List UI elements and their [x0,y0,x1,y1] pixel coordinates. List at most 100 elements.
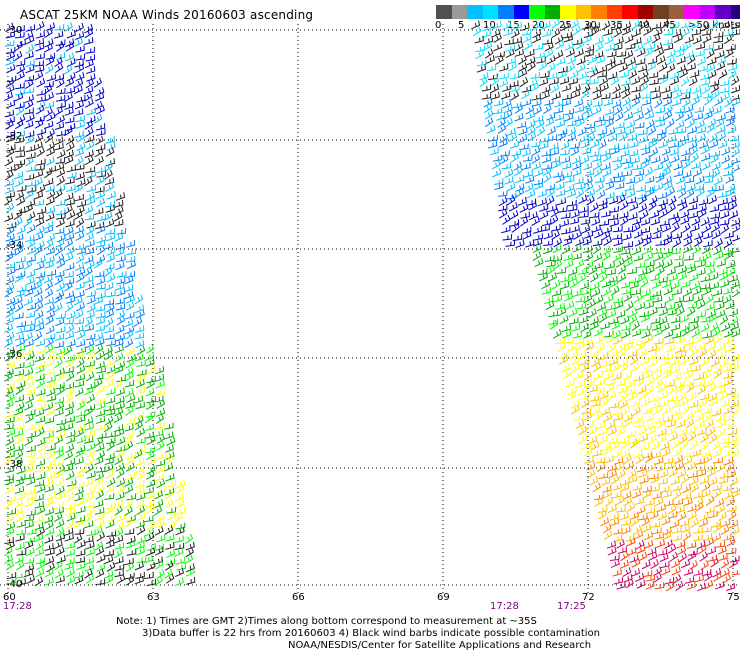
wind-barb [631,76,641,86]
wind-barb [548,310,558,318]
wind-barb [690,69,700,78]
wind-barb [25,35,35,45]
wind-barb [5,514,15,524]
wind-barb [156,440,165,451]
wind-barb [96,197,106,208]
wind-barb [44,38,54,48]
wind-barb [166,436,176,446]
wind-barb [502,20,512,31]
wind-barb [560,21,570,32]
wind-barb [705,495,715,506]
wind-barb [572,289,582,297]
wind-barb [698,347,708,358]
wind-barb [698,397,708,408]
wind-barb [26,211,36,221]
wind-barb [708,477,718,487]
wind-barb [166,548,176,558]
wind-barb [502,214,511,225]
wind-barb [75,155,84,167]
wind-barb [44,367,55,376]
wind-barb [95,283,106,290]
wind-barb [609,401,620,409]
wind-barb [26,198,36,208]
wind-barb [721,146,731,156]
wind-barb [707,554,717,562]
wind-barb [94,373,104,381]
wind-barb [536,125,546,137]
wind-barb [66,164,76,173]
wind-barb [511,149,521,157]
wind-barb [115,282,125,291]
wind-barb [712,408,722,417]
wind-barb [699,433,709,444]
wind-barb [509,140,520,149]
wind-barb [640,209,649,220]
wind-barb [46,302,56,313]
wind-barb [185,577,196,585]
wind-barb [583,293,593,304]
wind-barb [726,496,736,507]
wind-barb [96,531,106,542]
wind-barb [492,107,503,115]
wind-barb [696,299,706,310]
wind-barb [722,573,732,584]
wind-barb [659,469,669,478]
wind-barb [589,150,600,158]
wind-barb [670,399,680,409]
wind-barb [115,387,125,397]
wind-barb [538,77,549,87]
wind-barb [639,443,650,451]
wind-barb [125,575,135,586]
wind-barb [644,47,653,57]
wind-barb [626,196,636,204]
wind-barb [704,579,714,590]
wind-barb [724,250,733,261]
wind-barb [541,287,551,295]
wind-barb [55,449,65,460]
wind-barb [544,255,555,262]
wind-barb [567,55,577,65]
wind-barb [5,51,15,61]
wind-barb [174,547,184,557]
wind-barb [25,113,35,123]
wind-barb [645,259,655,268]
wind-barb [581,407,592,414]
wind-barb [512,36,522,45]
wind-barb [35,373,45,382]
wind-barb [84,255,94,264]
wind-barb [666,49,676,59]
wind-barb [125,346,135,356]
wind-barb [624,111,634,121]
wind-barb [93,77,103,88]
wind-barb [66,479,77,487]
wind-barb [553,237,563,248]
wind-barb [714,251,724,260]
wind-barb [727,195,737,205]
wind-barb [55,218,65,228]
wind-barb [619,211,629,219]
wind-barb [14,262,24,271]
wind-barb [596,462,606,472]
legend-swatch-14 [653,5,669,19]
wind-barb [134,561,144,571]
wind-barb [522,230,532,240]
wind-barb [627,547,637,556]
wind-barb [713,36,724,44]
wind-barb [481,30,491,38]
wind-barb [96,276,106,286]
wind-barb [146,503,155,514]
wind-barb [490,76,500,87]
wind-barb [584,251,594,262]
wind-barb [16,39,26,48]
wind-barb [84,556,95,566]
wind-barb [65,323,75,334]
wind-barb [641,158,651,169]
wind-barb [629,438,639,449]
wind-barb [720,357,729,368]
wind-barb [598,472,609,480]
wind-barb [36,443,47,453]
wind-barb [26,528,37,535]
wind-barb [651,33,661,44]
wind-barb [699,72,710,81]
wind-barb [697,428,707,436]
